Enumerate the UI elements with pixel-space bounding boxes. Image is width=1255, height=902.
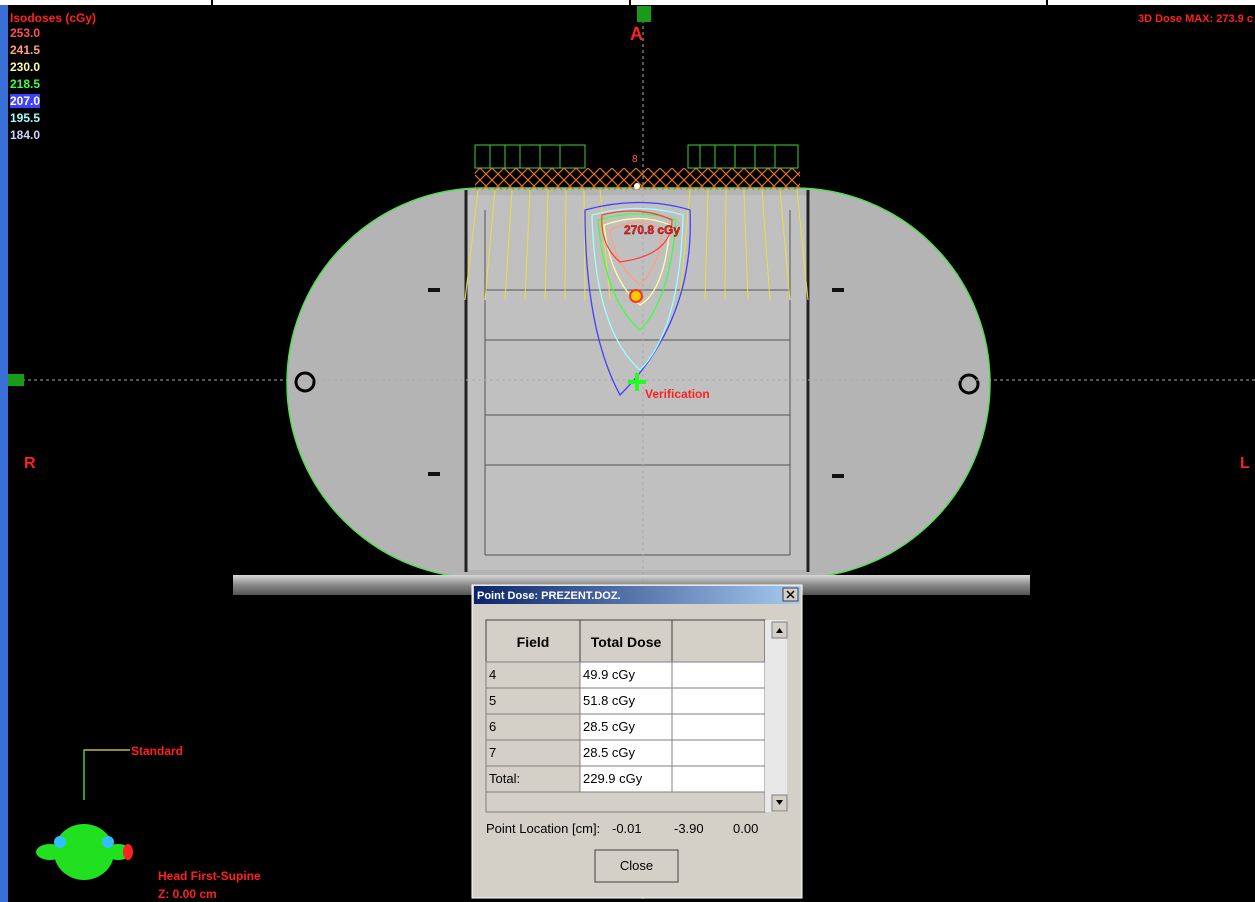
legend-level: 241.5 xyxy=(10,43,40,57)
legend-level: 218.5 xyxy=(10,77,40,91)
patient-icon xyxy=(36,824,133,880)
column-header: Total Dose xyxy=(591,634,662,650)
orientation-label: Standard xyxy=(131,744,183,758)
empty-cell xyxy=(671,713,766,741)
legend-level: 207.0 xyxy=(10,94,40,108)
location-y: -3.90 xyxy=(674,821,704,836)
slice-position: Z: 0.00 cm xyxy=(158,887,217,901)
max-dose: 3D Dose MAX: 273.9 c xyxy=(1138,13,1253,25)
crosshair-marker xyxy=(637,6,651,22)
beam-label: 8 xyxy=(632,154,638,165)
close-button-label[interactable]: Close xyxy=(620,858,653,873)
legend-level: 253.0 xyxy=(10,26,40,40)
value-cell xyxy=(579,661,673,689)
value-cell xyxy=(579,739,673,767)
location-label: Point Location [cm]: xyxy=(486,821,600,836)
legend-level: 184.0 xyxy=(10,128,40,142)
field-name: 7 xyxy=(489,745,496,760)
orientation-anterior: A xyxy=(630,24,643,44)
scroll-up-arrow xyxy=(776,628,783,633)
legend-highlight xyxy=(10,94,40,108)
legend-title: Isodoses (cGy) xyxy=(10,11,96,25)
column-header: Field xyxy=(517,634,550,650)
scrollbar[interactable] xyxy=(765,620,787,812)
empty-cell xyxy=(671,687,766,715)
row-head-cell xyxy=(485,765,581,793)
dialog-titlebar xyxy=(474,586,800,604)
orientation-left: L xyxy=(1240,455,1250,472)
beam-lines xyxy=(464,189,809,301)
empty-cell xyxy=(671,765,766,793)
hotspot-label: 270.8 cGy xyxy=(624,223,680,237)
location-z: 0.00 xyxy=(733,821,758,836)
dialog-close-icon[interactable] xyxy=(782,587,799,602)
field-name: 4 xyxy=(489,667,496,682)
row-head-cell xyxy=(485,687,581,715)
location-x: -0.01 xyxy=(612,821,642,836)
fiducial xyxy=(958,373,980,395)
empty-cell xyxy=(671,739,766,767)
crosshair-marker xyxy=(8,374,24,386)
value-cell xyxy=(579,765,673,793)
legend-level: 230.0 xyxy=(10,60,40,74)
dose-value: 51.8 cGy xyxy=(583,693,636,708)
dose-value: 28.5 cGy xyxy=(583,745,636,760)
verification-marker xyxy=(628,373,646,391)
orientation-right: R xyxy=(24,455,36,472)
scroll-down-arrow xyxy=(776,800,783,805)
patient-position: Head First-Supine xyxy=(158,869,261,883)
side-strip xyxy=(0,0,8,902)
dose-value: 229.9 cGy xyxy=(583,771,643,786)
markers xyxy=(428,288,844,478)
top-dividers xyxy=(211,0,1048,5)
value-cell xyxy=(579,687,673,715)
dose-value: 49.9 cGy xyxy=(583,667,636,682)
empty-cell xyxy=(671,661,766,689)
dose-value: 28.5 cGy xyxy=(583,719,636,734)
point-dose-dialog: Point Dose: PREZENT.DOZ. Field Total Dose… xyxy=(471,584,803,899)
isocenter xyxy=(629,289,643,303)
field-name: 5 xyxy=(489,693,496,708)
point-label: Verification xyxy=(645,387,710,401)
close-button[interactable] xyxy=(594,849,679,883)
isodose-legend: 253.0 241.5 230.0 218.5 207.0 195.5 184.0 xyxy=(10,26,40,142)
legend-level: 195.5 xyxy=(10,111,40,125)
row-head-cell xyxy=(485,739,581,767)
beam-hatch xyxy=(475,168,800,190)
insert-edges xyxy=(464,190,810,572)
beam-point xyxy=(634,183,640,189)
row-head-cell xyxy=(485,713,581,741)
insert-lines xyxy=(484,210,791,556)
dialog-title: Point Dose: PREZENT.DOZ. xyxy=(477,590,621,602)
fiducial xyxy=(294,371,316,393)
field-name: Total: xyxy=(489,771,520,786)
field-name: 6 xyxy=(489,719,496,734)
top-strip xyxy=(0,0,1255,5)
table-header xyxy=(485,619,766,663)
dose-table: Field Total Dose 4 49.9 cGy 5 51.8 cGy 6 28.5 c… xyxy=(485,619,766,793)
isodose-contours xyxy=(584,201,691,397)
row-head-cell xyxy=(485,661,581,689)
